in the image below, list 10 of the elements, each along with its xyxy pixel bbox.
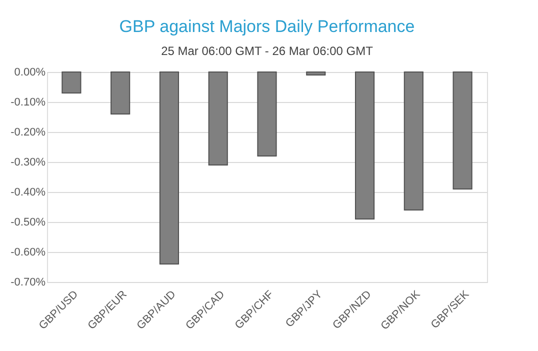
y-tick-label: -0.70% xyxy=(10,276,46,288)
chart-subtitle: 25 Mar 06:00 GMT - 26 Mar 06:00 GMT xyxy=(161,44,374,58)
y-tick-label: -0.40% xyxy=(10,186,46,198)
y-tick-label: -0.10% xyxy=(10,96,46,108)
y-tick-label: -0.30% xyxy=(10,156,46,168)
y-tick-label: -0.50% xyxy=(10,216,46,228)
y-tick-label: -0.60% xyxy=(10,246,46,258)
y-tick-label: -0.20% xyxy=(10,126,46,138)
chart-title: GBP against Majors Daily Performance xyxy=(119,17,415,36)
y-tick-label: 0.00% xyxy=(14,66,46,78)
